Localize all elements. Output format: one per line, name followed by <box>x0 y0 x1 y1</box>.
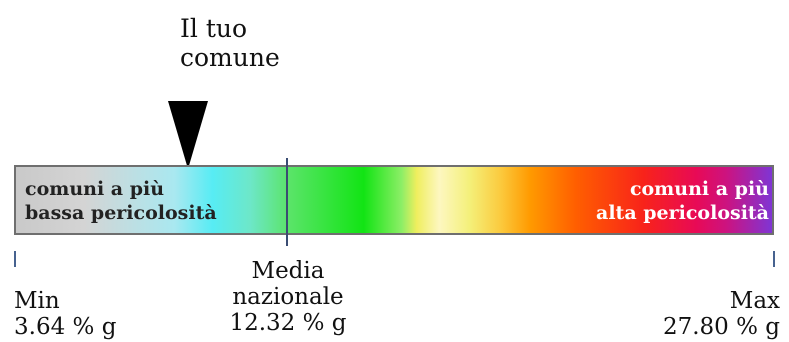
high-hazard-label: comuni a più alta pericolosità <box>596 177 769 225</box>
low-hazard-label-line1: comuni a più <box>25 178 165 200</box>
media-label-line1: Media <box>251 258 325 284</box>
max-tick <box>773 251 775 267</box>
media-value-block: Media nazionale 12.32 % g <box>208 258 368 336</box>
media-label-line2: nazionale <box>232 284 344 310</box>
min-value-block: Min 3.64 % g <box>14 288 116 340</box>
media-nazionale-line <box>286 158 288 246</box>
marker-label-line2: comune <box>180 43 280 72</box>
max-value-block: Max 27.80 % g <box>663 288 780 340</box>
media-value: 12.32 % g <box>229 310 347 336</box>
max-label: Max <box>729 288 780 314</box>
marker-pointer-icon <box>168 101 208 169</box>
low-hazard-label: comuni a più bassa pericolosità <box>25 177 217 225</box>
marker-label-line1: Il tuo <box>180 14 248 43</box>
max-value: 27.80 % g <box>662 314 780 340</box>
min-value: 3.64 % g <box>14 314 117 340</box>
marker-label: Il tuo comune <box>180 14 320 72</box>
min-tick <box>14 251 16 267</box>
high-hazard-label-line1: comuni a più <box>629 178 769 200</box>
hazard-scale-bar <box>14 165 774 235</box>
high-hazard-label-line2: alta pericolosità <box>596 202 769 224</box>
min-label: Min <box>14 288 60 314</box>
low-hazard-label-line2: bassa pericolosità <box>25 202 217 224</box>
